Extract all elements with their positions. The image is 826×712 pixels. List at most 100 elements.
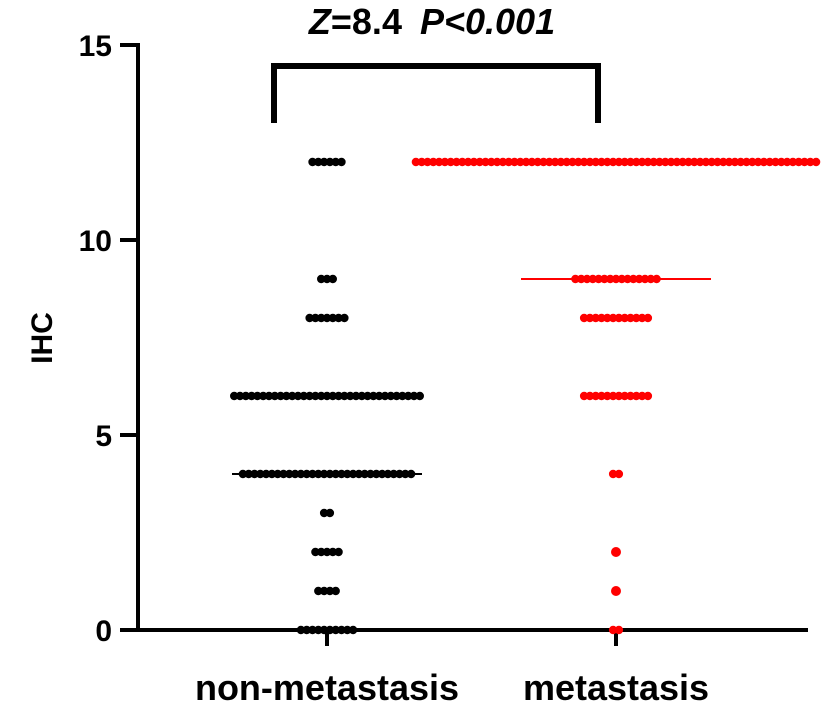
data-point (429, 157, 438, 167)
data-point (556, 157, 566, 167)
data-point (328, 391, 337, 401)
data-point (305, 313, 314, 323)
data-point (328, 313, 337, 323)
data-point (351, 391, 361, 401)
data-point (296, 625, 306, 635)
data-point (481, 157, 490, 167)
data-point (398, 391, 407, 401)
data-point (655, 157, 664, 167)
data-point (591, 391, 600, 401)
data-point (305, 391, 314, 401)
x-axis: non-metastasis metastasis (136, 628, 808, 708)
data-point (276, 391, 285, 401)
data-point (392, 391, 401, 401)
data-point (695, 157, 705, 167)
data-point (626, 157, 635, 167)
data-point (334, 547, 343, 557)
data-point (661, 157, 670, 167)
data-point (800, 157, 809, 167)
data-point (498, 157, 508, 167)
data-point (340, 313, 349, 323)
data-point (317, 274, 326, 284)
data-point (415, 391, 424, 401)
data-point (319, 625, 329, 635)
data-point (597, 157, 606, 167)
data-point (337, 157, 346, 167)
x-tick-label: non-metastasis (195, 667, 459, 708)
data-point (380, 391, 390, 401)
data-point (701, 157, 711, 167)
data-point (325, 508, 335, 518)
p-value: <0.001 (444, 1, 555, 42)
data-point (771, 157, 780, 167)
data-point (579, 313, 589, 323)
data-point (302, 625, 311, 635)
x-tick-label: metastasis (523, 667, 709, 708)
data-point (314, 586, 323, 596)
data-point (458, 157, 467, 167)
data-point (340, 391, 349, 401)
data-point (322, 274, 332, 284)
data-point (614, 625, 624, 635)
data-point (404, 391, 413, 401)
data-point (730, 157, 740, 167)
data-point (742, 157, 751, 167)
data-point (643, 313, 653, 323)
data-point (386, 391, 395, 401)
data-point (516, 157, 525, 167)
data-point (369, 391, 378, 401)
data-point (666, 157, 676, 167)
data-point (579, 391, 589, 401)
y-axis-label: IHC (26, 312, 59, 364)
data-point (637, 157, 647, 167)
data-point (247, 391, 256, 401)
data-point (608, 391, 618, 401)
data-point (446, 157, 455, 167)
data-point (585, 313, 595, 323)
y-tick-label: 15 (79, 30, 112, 63)
data-point (690, 157, 699, 167)
data-point (504, 157, 513, 167)
y-tick-label: 0 (95, 615, 112, 648)
data-point (603, 391, 612, 401)
data-point (417, 157, 426, 167)
data-point (299, 391, 308, 401)
data-point (539, 157, 548, 167)
data-point (348, 625, 358, 635)
data-point (533, 157, 542, 167)
data-point (707, 157, 716, 167)
data-point (614, 391, 624, 401)
data-point (409, 391, 419, 401)
p-symbol: P (420, 1, 445, 42)
significance-bracket (271, 63, 601, 123)
data-point (643, 157, 653, 167)
data-point (614, 157, 624, 167)
data-point (469, 157, 479, 167)
data-point (724, 157, 734, 167)
data-point (319, 508, 329, 518)
data-point (585, 157, 595, 167)
data-point (632, 391, 641, 401)
data-point (713, 157, 722, 167)
data-point (736, 157, 745, 167)
data-point (510, 157, 519, 167)
data-point (794, 157, 803, 167)
data-point (748, 157, 757, 167)
bracket-line (271, 63, 601, 123)
data-point (235, 391, 245, 401)
data-point (325, 157, 335, 167)
data-point (545, 157, 554, 167)
data-point (308, 625, 317, 635)
data-point (608, 469, 618, 479)
data-point (288, 391, 297, 401)
data-point (765, 157, 774, 167)
data-point (411, 157, 421, 167)
data-point (322, 391, 332, 401)
data-point (487, 157, 496, 167)
data-point (632, 313, 641, 323)
data-point (620, 157, 629, 167)
data-point (282, 391, 291, 401)
data-point (322, 547, 332, 557)
data-point (328, 547, 337, 557)
y-tick-label: 5 (95, 420, 112, 453)
